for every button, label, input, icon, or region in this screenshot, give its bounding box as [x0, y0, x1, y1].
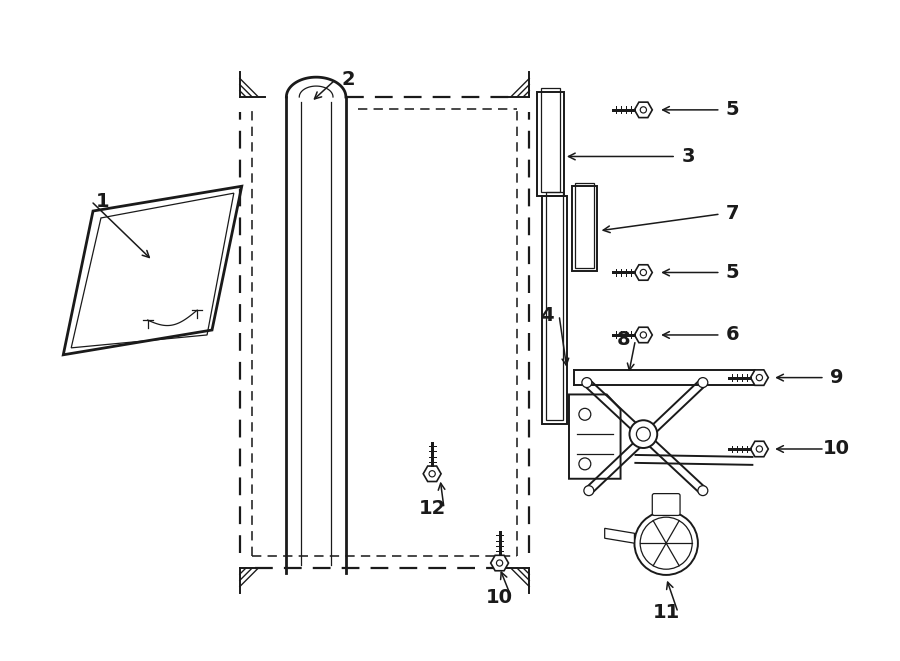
Text: 1: 1 — [96, 192, 110, 211]
Text: 3: 3 — [681, 147, 695, 166]
Polygon shape — [751, 442, 769, 457]
Circle shape — [698, 377, 707, 387]
Text: 11: 11 — [652, 603, 680, 622]
Text: 10: 10 — [486, 588, 513, 607]
Polygon shape — [423, 466, 441, 481]
Text: 5: 5 — [725, 263, 740, 282]
Polygon shape — [634, 327, 652, 342]
Circle shape — [634, 512, 698, 575]
Text: 8: 8 — [616, 330, 630, 350]
Polygon shape — [751, 370, 769, 385]
Polygon shape — [605, 528, 634, 543]
Text: 12: 12 — [418, 499, 446, 518]
Circle shape — [584, 486, 594, 496]
Circle shape — [698, 486, 707, 496]
Text: 6: 6 — [725, 325, 740, 344]
Text: 7: 7 — [726, 204, 740, 223]
Polygon shape — [634, 265, 652, 280]
Circle shape — [629, 420, 657, 448]
Text: 2: 2 — [341, 69, 355, 89]
Polygon shape — [634, 102, 652, 118]
Polygon shape — [491, 555, 508, 570]
Text: 5: 5 — [725, 100, 740, 120]
Text: 9: 9 — [830, 368, 843, 387]
Circle shape — [582, 377, 592, 387]
FancyBboxPatch shape — [652, 494, 680, 516]
Text: 10: 10 — [824, 440, 850, 459]
Text: 4: 4 — [540, 305, 554, 325]
